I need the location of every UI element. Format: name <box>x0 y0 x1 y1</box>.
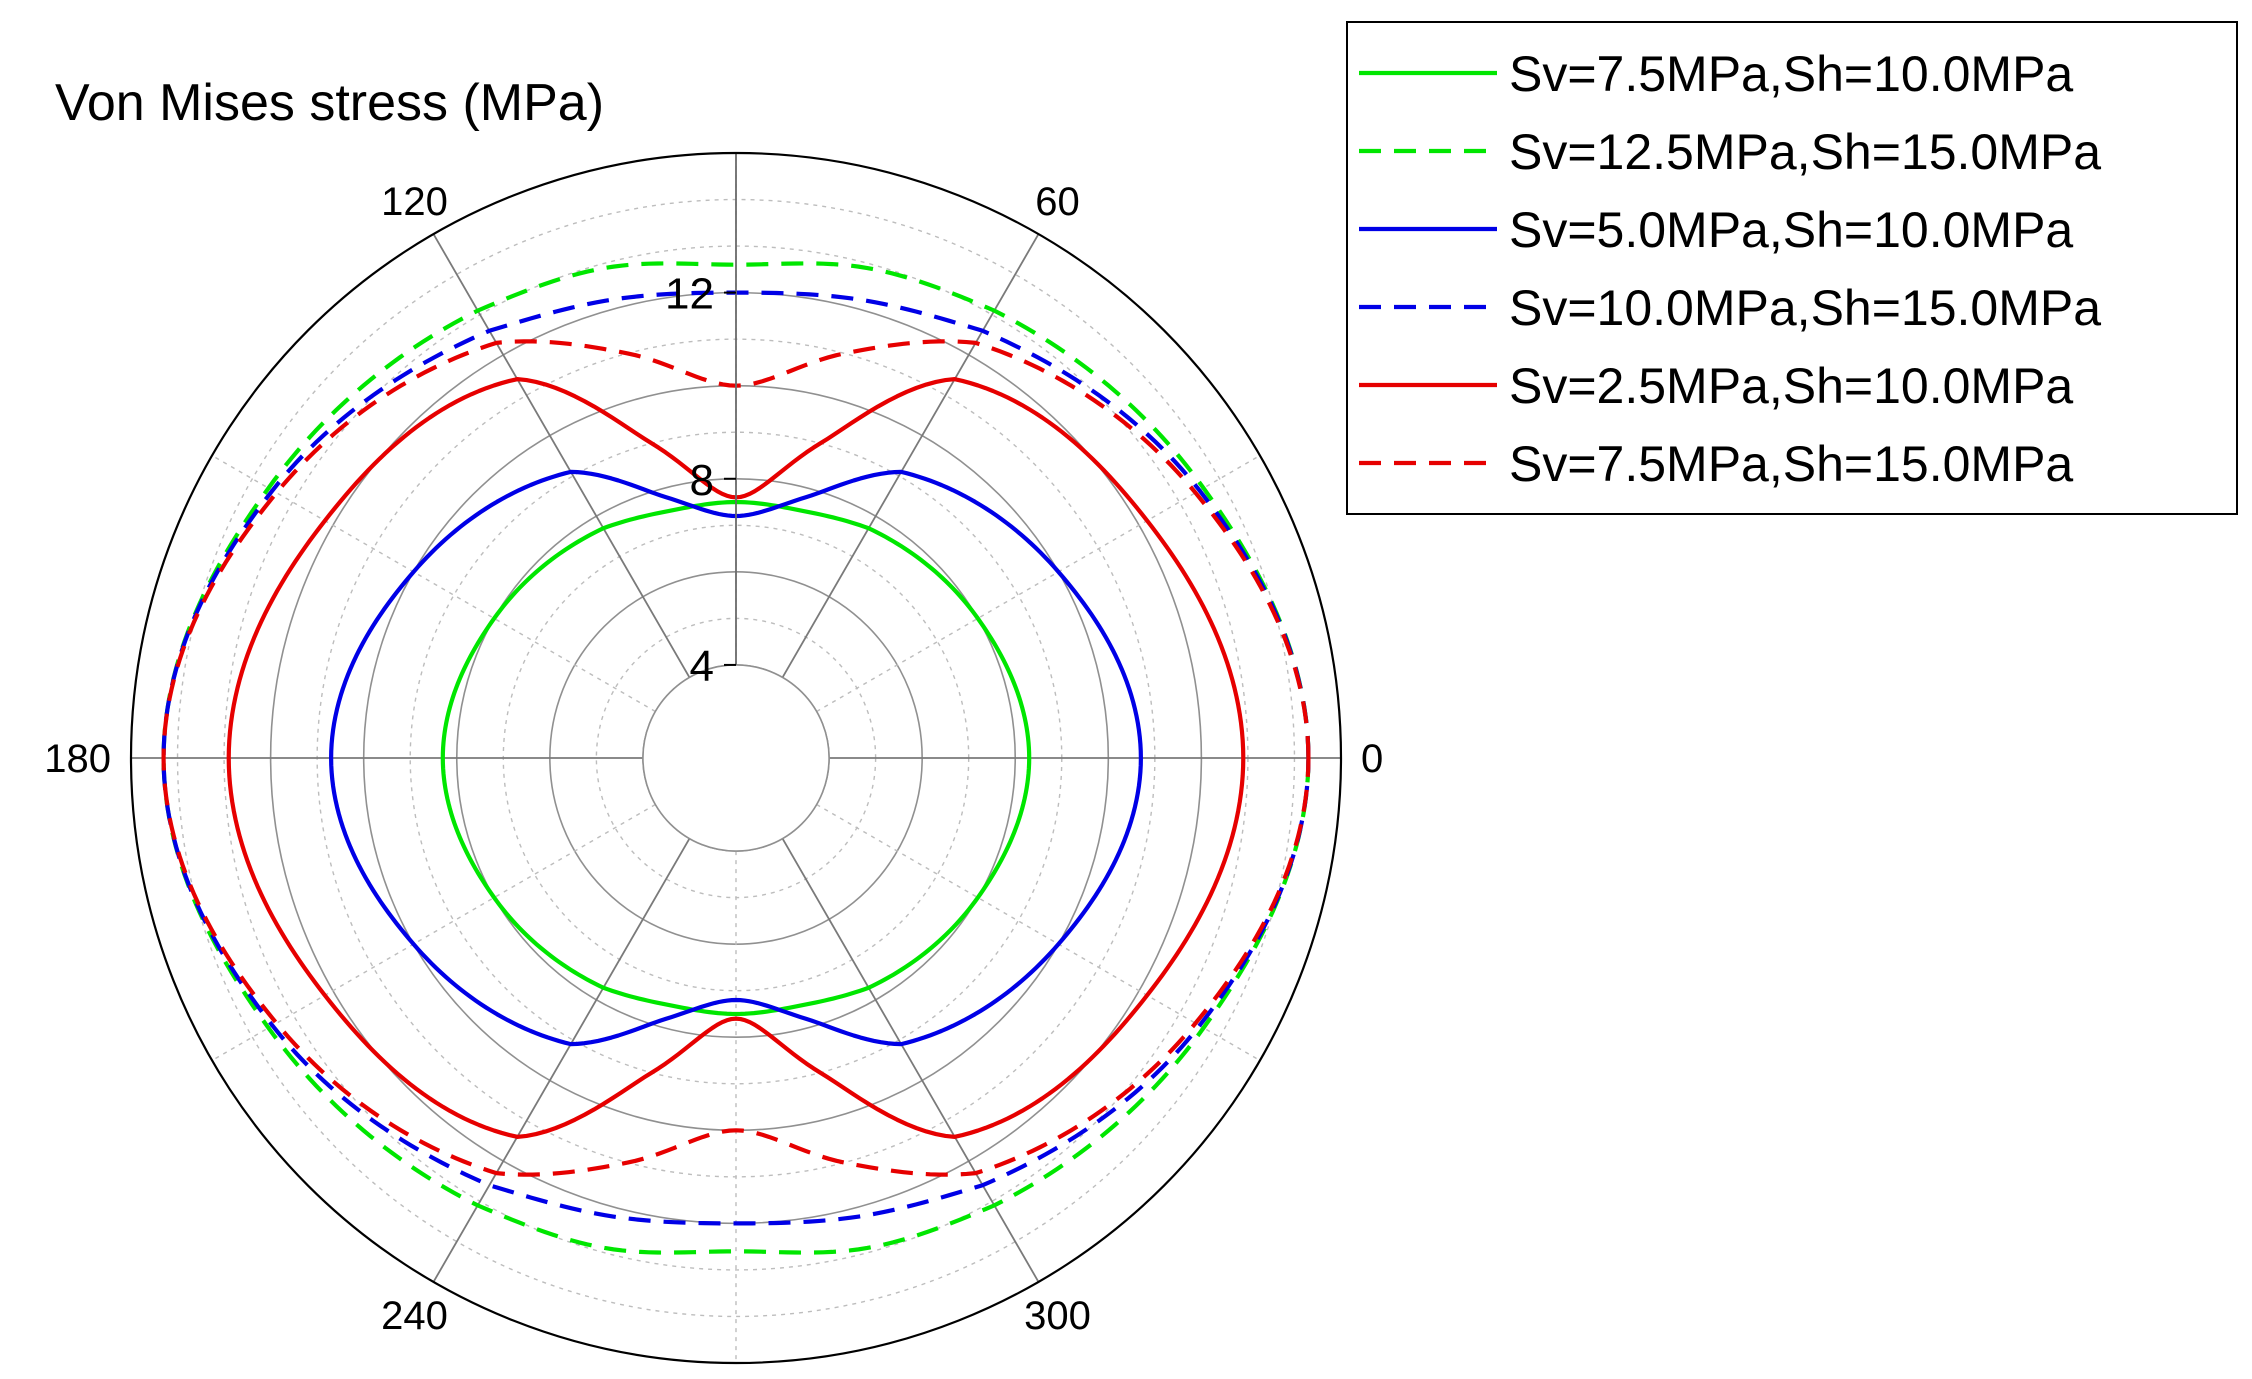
legend: Sv=7.5MPa,Sh=10.0MPa Sv=12.5MPa,Sh=15.0MP… <box>1346 21 2238 515</box>
radial-tick-label: 4 <box>690 642 714 691</box>
minor-spoke <box>816 803 1261 1062</box>
legend-label: Sv=7.5MPa,Sh=10.0MPa <box>1509 46 2073 102</box>
legend-label: Sv=5.0MPa,Sh=10.0MPa <box>1509 202 2073 258</box>
major-spoke <box>432 233 691 678</box>
radial-tick-labels: 4 8 12 <box>665 270 714 691</box>
minor-spoke <box>211 803 656 1062</box>
legend-label: Sv=12.5MPa,Sh=15.0MPa <box>1509 124 2101 180</box>
angle-tick-labels: 0 60 120 180 240 300 <box>44 180 1383 1338</box>
minor-spoke <box>816 454 1261 713</box>
angle-tick-label: 60 <box>1035 180 1080 224</box>
radial-axis <box>724 153 737 666</box>
angle-tick-label: 180 <box>44 737 111 781</box>
legend-label: Sv=7.5MPa,Sh=15.0MPa <box>1509 436 2073 492</box>
angle-tick-label: 0 <box>1361 737 1383 781</box>
legend-label: Sv=10.0MPa,Sh=15.0MPa <box>1509 280 2101 336</box>
chart-title: Von Mises stress (MPa) <box>55 74 604 132</box>
legend-box <box>1346 21 2238 515</box>
angle-tick-label: 120 <box>381 180 448 224</box>
outer-ring <box>129 151 1343 1365</box>
inner-circle <box>642 664 830 852</box>
major-spoke <box>781 233 1040 678</box>
legend-label: Sv=2.5MPa,Sh=10.0MPa <box>1509 358 2073 414</box>
angle-tick-label: 240 <box>381 1294 448 1338</box>
series-line-2 <box>161 261 1311 1255</box>
radial-tick-label: 12 <box>665 270 714 319</box>
major-spoke <box>781 838 1040 1283</box>
angle-tick-label: 300 <box>1024 1294 1091 1338</box>
radial-tick-label: 8 <box>690 456 714 505</box>
series-line-1 <box>440 499 1032 1017</box>
inner-hole <box>642 664 830 852</box>
series-line-3 <box>329 469 1143 1047</box>
series-layer <box>161 261 1311 1255</box>
major-spoke <box>432 838 691 1283</box>
series-line-6 <box>161 339 1311 1177</box>
series-line-4 <box>161 290 1311 1226</box>
series-line-5 <box>226 377 1246 1139</box>
minor-spoke <box>211 454 656 713</box>
